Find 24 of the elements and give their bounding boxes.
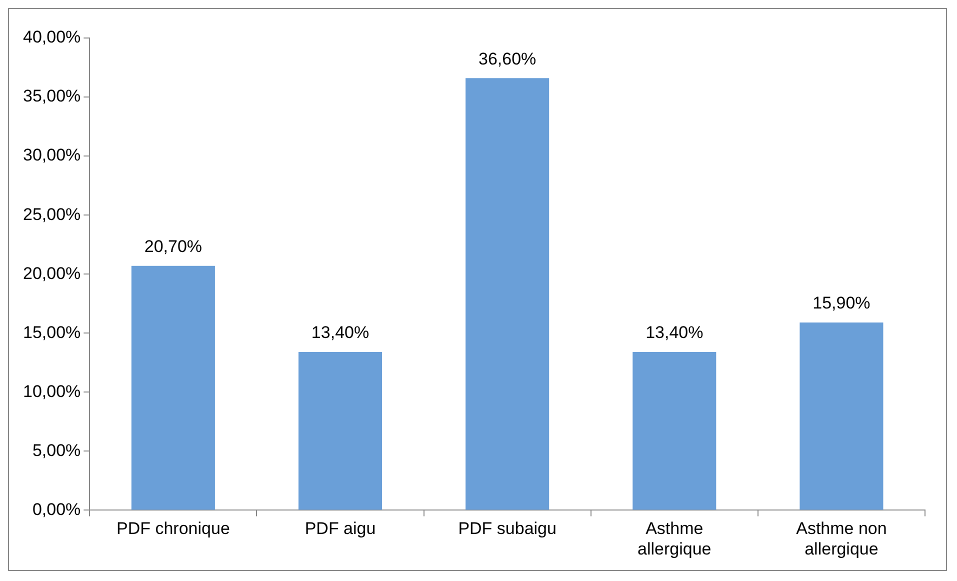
data-label: 13,40% bbox=[646, 323, 704, 342]
x-tick-label: Asthme allergique bbox=[638, 519, 712, 558]
bar bbox=[466, 78, 550, 510]
data-label: 36,60% bbox=[478, 49, 536, 68]
data-label: 20,70% bbox=[144, 237, 202, 256]
y-tick-label: 40,00% bbox=[22, 28, 81, 47]
x-tick-label: PDF chronique bbox=[116, 519, 230, 538]
x-tick-label: Asthme non allergique bbox=[796, 519, 887, 558]
y-tick-label: 30,00% bbox=[22, 146, 81, 165]
bar bbox=[632, 352, 716, 510]
y-tick-label: 20,00% bbox=[22, 264, 81, 283]
data-label: 13,40% bbox=[311, 323, 370, 342]
y-tick-label: 15,00% bbox=[22, 322, 81, 342]
y-tick-label: 5,00% bbox=[32, 440, 81, 460]
y-tick-label: 35,00% bbox=[22, 86, 81, 106]
x-tick-label: PDF subaigu bbox=[458, 519, 556, 538]
bar bbox=[131, 266, 215, 510]
data-label: 15,90% bbox=[812, 294, 870, 313]
y-tick-label: 10,00% bbox=[22, 382, 81, 401]
y-tick-label: 0,00% bbox=[32, 500, 81, 519]
y-tick-label: 25,00% bbox=[22, 204, 81, 224]
bar bbox=[800, 322, 884, 510]
bar bbox=[298, 352, 382, 510]
x-tick-label: PDF aigu bbox=[304, 519, 376, 538]
